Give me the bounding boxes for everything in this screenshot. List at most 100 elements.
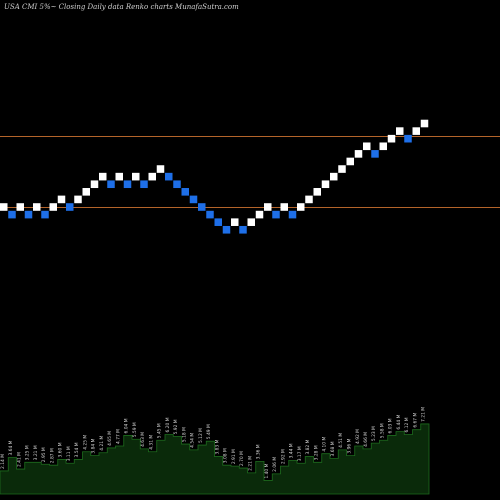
volume-label: 2.06 M <box>272 457 278 472</box>
renko-brick-up <box>321 180 330 189</box>
renko-brick-up <box>363 142 371 151</box>
renko-brick-down <box>239 225 247 234</box>
volume-label: 2.95 M <box>41 447 47 462</box>
volume-label: 4.51 M <box>338 433 344 448</box>
volume-label: 3.96 M <box>347 438 353 453</box>
volume-label: 3.17 M <box>297 446 303 461</box>
volume-label: 5.18 M <box>182 427 188 442</box>
volume-area <box>0 423 430 495</box>
renko-brick-up <box>49 203 57 211</box>
volume-label: 3.83 M <box>215 439 221 454</box>
volume-label: 1.40 M <box>264 463 270 478</box>
renko-brick-up <box>90 180 99 189</box>
volume-label: 2.91 M <box>231 449 237 464</box>
volume-label: 5.12 M <box>198 428 204 443</box>
renko-brick-down <box>288 210 297 219</box>
volume-label: 4.63 M <box>140 432 146 447</box>
renko-brick-up <box>330 172 338 181</box>
renko-brick-up <box>115 172 123 181</box>
renko-brick-down <box>189 195 198 204</box>
renko-brick-up <box>132 172 140 181</box>
volume-label: 3.08 M <box>223 448 229 463</box>
renko-brick-down <box>404 134 412 143</box>
volume-label: 4.25 M <box>83 435 89 450</box>
volume-area-path <box>0 423 430 495</box>
renko-brick-up <box>338 165 346 173</box>
chart-title: USA CMI 5%~ Closing Daily data Renko cha… <box>4 3 239 11</box>
renko-brick-up <box>354 150 363 158</box>
volume-label: 4.92 M <box>355 429 361 444</box>
renko-brick-down <box>107 180 115 189</box>
renko-brick-up <box>412 127 420 135</box>
volume-label: 3.54 M <box>74 442 80 457</box>
renko-brick-down <box>66 203 74 211</box>
volume-label: 6.20 M <box>165 417 171 432</box>
volume-label: 3.84 M <box>91 438 97 453</box>
volume-label: 5.92 M <box>173 419 179 434</box>
renko-brick-up <box>264 203 272 211</box>
volume-label: 4.31 M <box>149 435 155 450</box>
renko-bricks <box>0 119 429 234</box>
renko-brick-down <box>222 225 231 234</box>
renko-brick-up <box>305 195 313 204</box>
renko-brick-up <box>74 195 82 204</box>
volume-label: 3.60 M <box>58 442 64 457</box>
volume-label: 3.25 M <box>25 445 31 460</box>
volume-label: 3.82 M <box>305 439 311 454</box>
reference-lines <box>0 136 500 208</box>
renko-brick-down <box>41 210 49 219</box>
volume-labels: 2.14 M3.64 M2.41 M 3.25 M 3.21 M 2.95 M 2.87… <box>0 407 427 479</box>
volume-label: 2.21 M <box>248 456 254 471</box>
renko-brick-down <box>173 180 181 189</box>
volume-label: 5.59 M <box>132 422 138 437</box>
volume-label: 4.66 M <box>363 432 369 447</box>
volume-label: 4.21 M <box>99 436 105 451</box>
volume-label: 3.36 M <box>256 444 262 459</box>
renko-brick-down <box>8 210 16 219</box>
renko-brick-down <box>371 150 379 158</box>
volume-label: 5.58 M <box>380 423 386 438</box>
renko-brick-up <box>16 203 24 211</box>
renko-brick-up <box>156 165 165 173</box>
volume-label: 3.28 M <box>314 445 320 460</box>
renko-brick-down <box>272 210 280 219</box>
volume-label: 5.49 M <box>206 424 212 439</box>
renko-brick-up <box>396 127 404 135</box>
volume-label: 3.64 M <box>8 440 14 455</box>
renko-brick-down <box>198 203 206 211</box>
renko-brick-up <box>247 218 255 226</box>
renko-brick-down <box>165 172 173 181</box>
volume-label: 6.67 M <box>413 413 419 428</box>
volume-label: 6.44 M <box>396 414 402 429</box>
renko-brick-down <box>123 180 132 189</box>
renko-brick-up <box>99 172 107 181</box>
volume-label: 6.12 M <box>404 417 410 432</box>
renko-brick-up <box>0 203 8 211</box>
volume-label: 7.21 M <box>421 407 427 422</box>
renko-brick-up <box>57 195 66 204</box>
renko-brick-up <box>297 203 305 211</box>
renko-brick-up <box>148 172 156 181</box>
volume-label: 2.41 M <box>17 452 23 467</box>
renko-brick-up <box>420 119 429 128</box>
renko-brick-down <box>206 210 214 219</box>
renko-brick-up <box>231 218 239 226</box>
volume-label: 6.03 M <box>388 418 394 433</box>
volume-label: 2.92 M <box>281 449 287 464</box>
renko-brick-up <box>346 157 354 166</box>
volume-label: 4.54 M <box>190 433 196 448</box>
renko-brick-up <box>313 188 321 196</box>
volume-label: 2.70 M <box>239 451 245 466</box>
volume-label: 4.10 M <box>322 437 328 452</box>
volume-label: 5.45 M <box>157 423 163 438</box>
renko-brick-down <box>140 180 148 189</box>
volume-label: 4.77 M <box>116 429 122 444</box>
renko-brick-down <box>24 210 33 219</box>
volume-label: 5.23 M <box>371 426 377 441</box>
volume-label: 3.11 M <box>66 446 72 461</box>
volume-label: 3.68 M <box>330 441 336 456</box>
renko-brick-up <box>255 210 264 219</box>
renko-brick-up <box>33 203 41 211</box>
renko-brick-down <box>214 218 222 226</box>
